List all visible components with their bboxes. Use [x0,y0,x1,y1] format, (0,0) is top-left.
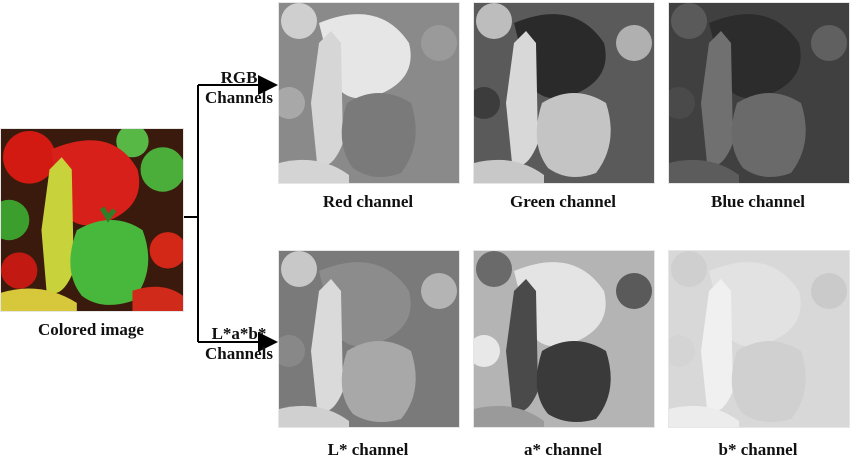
red-channel-image [278,2,460,184]
colored-image [0,128,184,312]
lab-branch-label: L*a*b* Channels [204,324,274,363]
b-channel-image [668,250,850,428]
red-channel-caption: Red channel [322,192,414,211]
blue-channel-image [668,2,850,184]
l-channel-image [278,250,460,428]
rgb-branch-label: RGB Channels [204,68,274,107]
green-channel-image [473,2,655,184]
b-channel-caption: b* channel [718,440,798,459]
blue-channel-caption: Blue channel [711,192,805,211]
a-channel-image [473,250,655,428]
green-channel-caption: Green channel [510,192,616,211]
a-channel-caption: a* channel [524,440,602,459]
colored-image-caption: Colored image [38,320,144,339]
l-channel-caption: L* channel [327,440,409,459]
